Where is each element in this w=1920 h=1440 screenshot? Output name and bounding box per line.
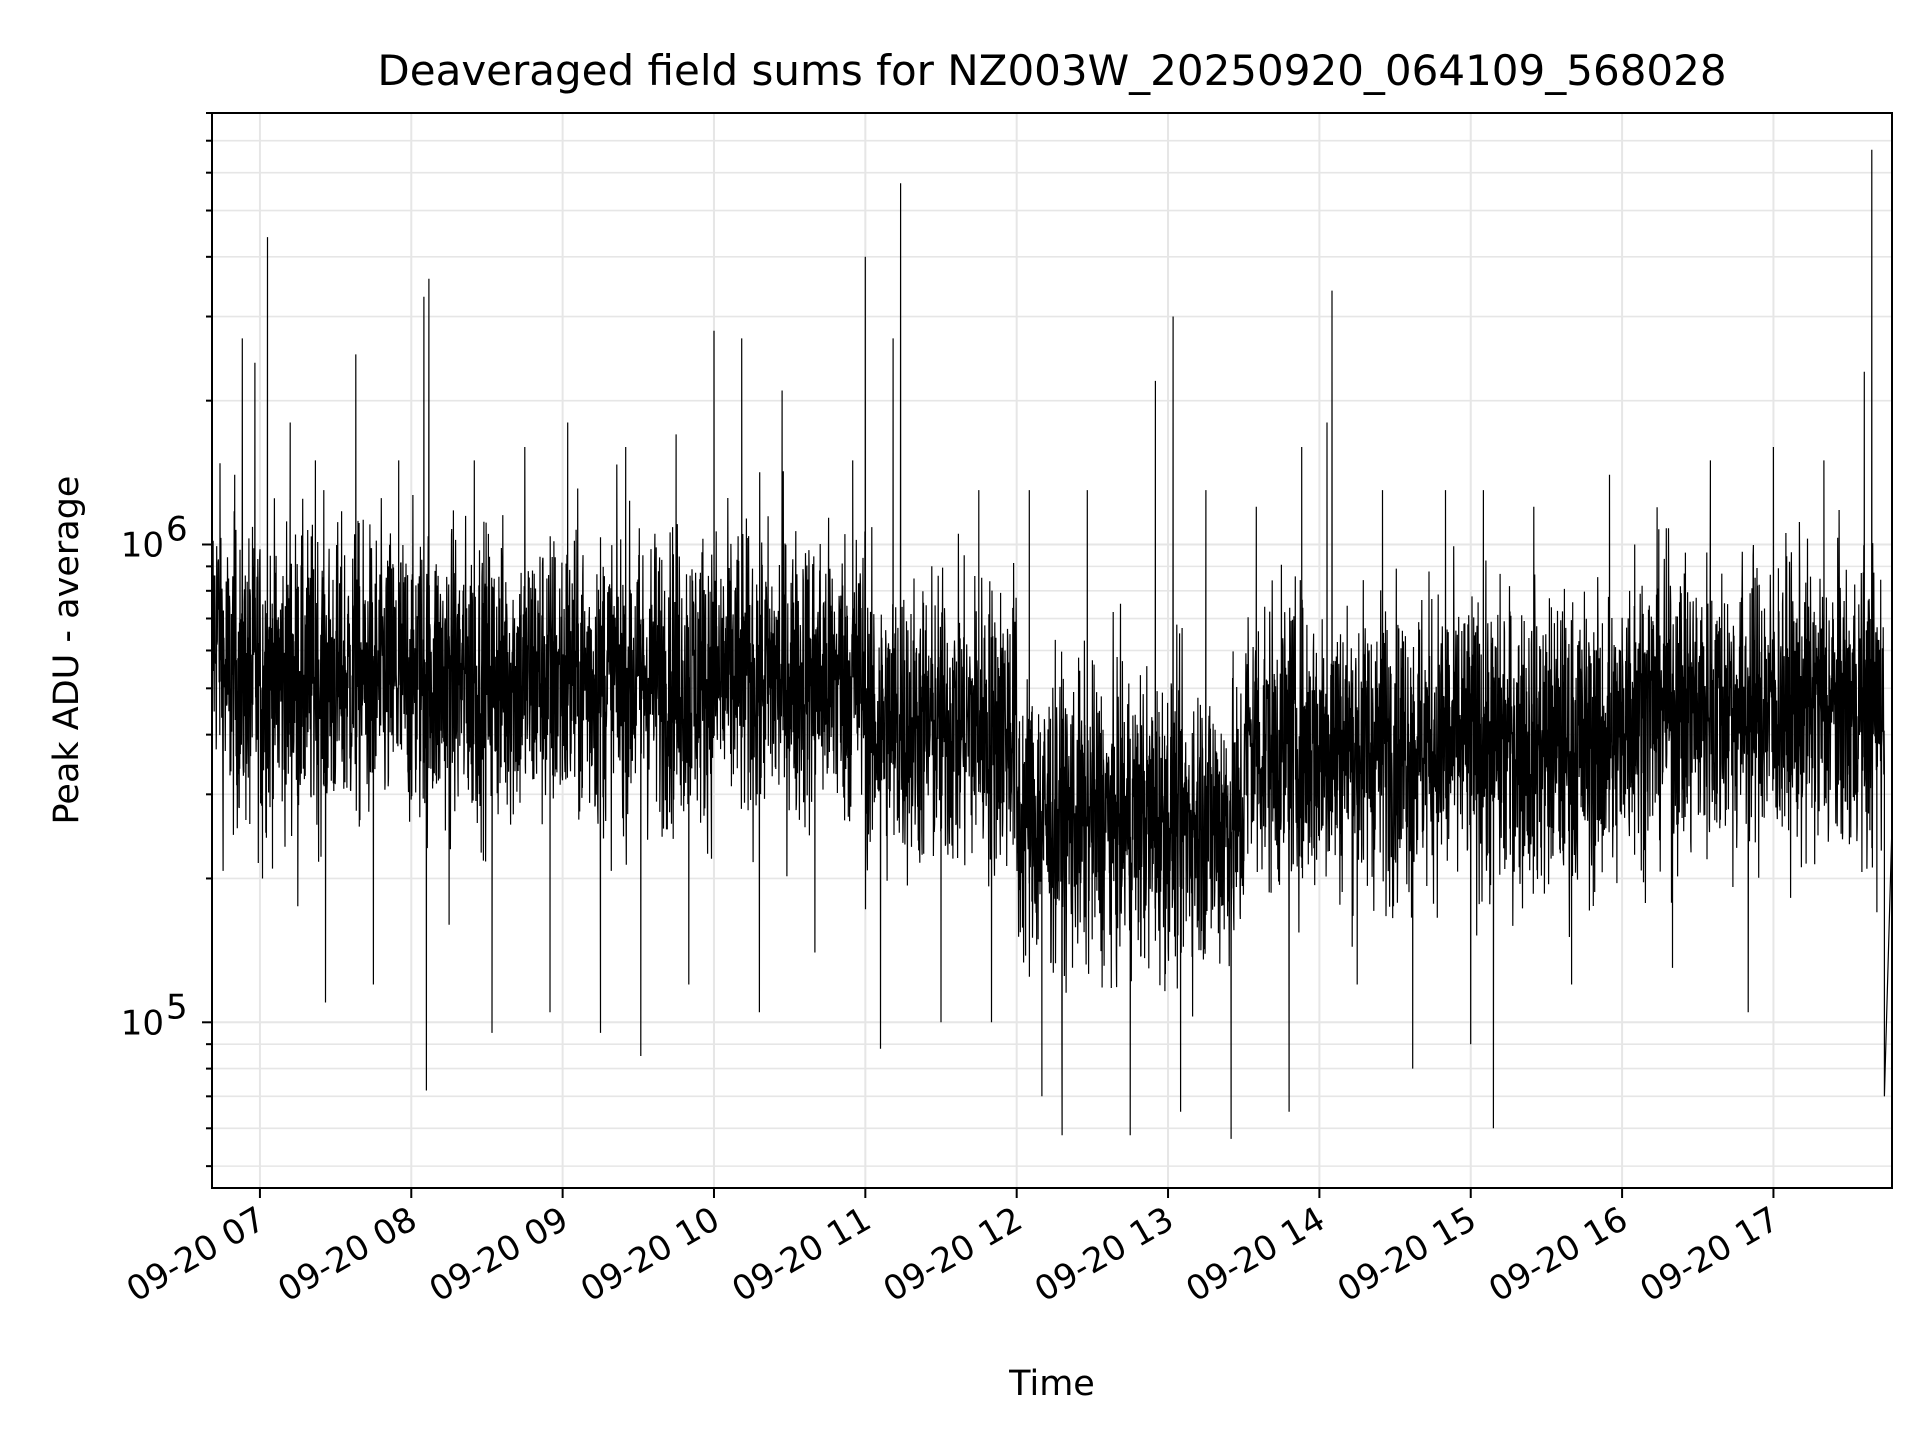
- data-series: [211, 149, 1893, 1139]
- y-tick-exponent: 5: [166, 987, 188, 1027]
- y-tick-exponent: 6: [166, 509, 188, 549]
- series-line: [211, 149, 1893, 1139]
- y-tick-label: 10: [121, 525, 164, 565]
- chart-title: Deaveraged field sums for NZ003W_2025092…: [377, 46, 1726, 95]
- x-axis-label: Time: [1008, 1364, 1095, 1404]
- y-axis-label: Peak ADU - average: [47, 476, 87, 825]
- y-tick-label: 10: [121, 1003, 164, 1043]
